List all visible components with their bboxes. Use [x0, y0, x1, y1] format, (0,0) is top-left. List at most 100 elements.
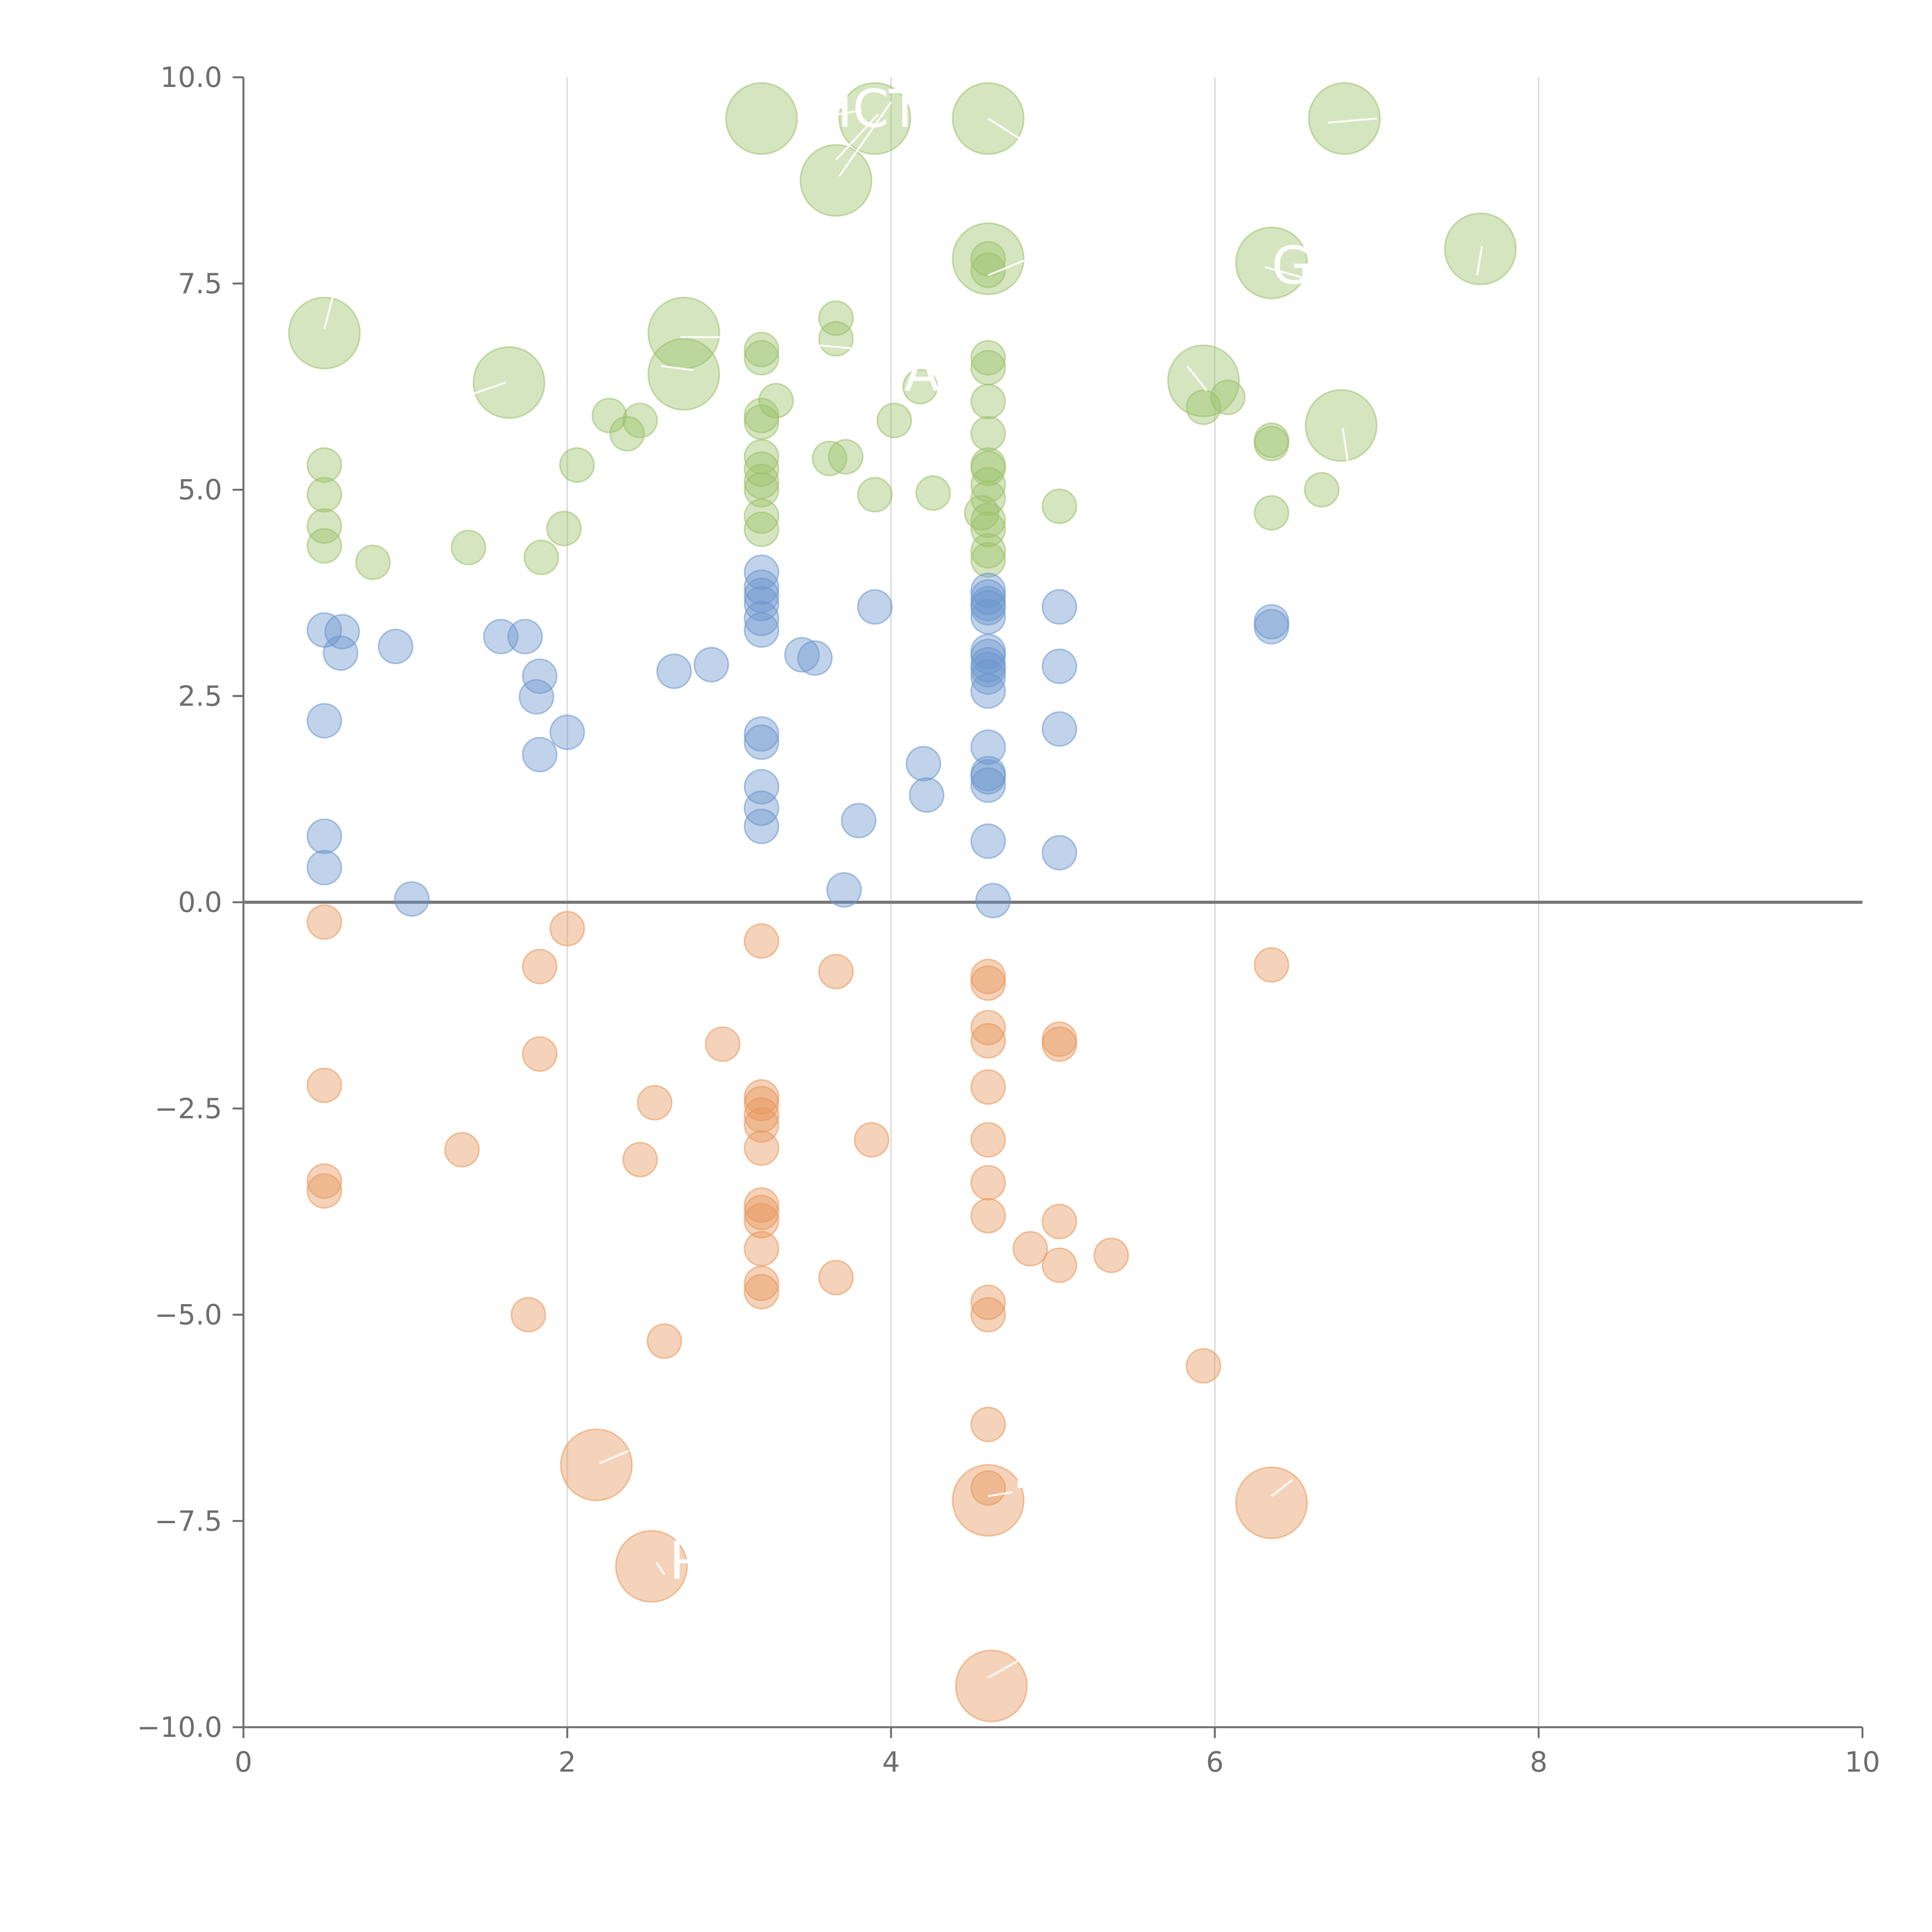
data-point-blue	[743, 716, 779, 752]
data-point-green	[743, 332, 779, 367]
data-point-green	[647, 338, 720, 411]
data-point-green	[1041, 488, 1077, 524]
data-point-green	[622, 403, 658, 439]
data-point-green	[743, 511, 779, 547]
data-point-orange	[1253, 947, 1289, 983]
leader-line	[655, 1561, 665, 1575]
x-axis-ticks: 0 2 4 6 8 10	[235, 1727, 1880, 1778]
data-point-blue	[656, 653, 692, 689]
data-point-green	[758, 383, 794, 418]
data-point-green	[743, 498, 779, 534]
data-point-orange	[743, 923, 779, 959]
data-point-green	[1235, 226, 1308, 299]
data-point-blue	[970, 673, 1006, 709]
point-label: HCT	[813, 78, 921, 139]
data-point-green	[970, 467, 1006, 503]
data-point-green	[970, 416, 1006, 452]
data-point-blue	[857, 589, 893, 625]
data-point-blue	[797, 640, 833, 676]
data-point-green	[1185, 389, 1221, 425]
data-point-green	[306, 508, 342, 544]
data-point-green	[306, 477, 342, 513]
data-point-green	[970, 533, 1006, 569]
point-label: P	[669, 1531, 701, 1591]
leader-line	[988, 258, 1029, 276]
data-point-green	[799, 144, 872, 217]
data-point-green	[1167, 344, 1240, 417]
data-point-blue	[693, 647, 729, 683]
data-point-blue	[743, 790, 779, 826]
x-tick-label: 0	[235, 1746, 252, 1778]
data-point-orange	[306, 1173, 342, 1209]
data-point-blue	[743, 724, 779, 760]
data-point-blue	[306, 850, 342, 886]
data-point-green	[970, 252, 1006, 288]
data-point-blue	[970, 729, 1006, 765]
data-point-blue	[743, 808, 779, 844]
data-point-blue	[784, 637, 820, 673]
data-point-orange	[1093, 1237, 1129, 1273]
data-point-green	[523, 539, 559, 575]
data-point-blue	[507, 619, 543, 655]
data-point-green	[1210, 379, 1246, 415]
data-point-orange	[637, 1085, 673, 1121]
data-point-green	[609, 416, 645, 452]
data-point-orange	[818, 1260, 854, 1296]
data-point-orange	[646, 1323, 682, 1359]
data-point-green	[1253, 495, 1289, 531]
point-label: R	[1012, 1440, 1049, 1500]
leader-line	[988, 117, 1021, 140]
y-tick-label: 2.5	[178, 680, 222, 712]
series-orange	[306, 904, 1308, 1723]
data-point-green	[473, 346, 546, 419]
data-point-orange	[522, 1036, 558, 1072]
data-point-blue	[522, 736, 558, 772]
data-point-orange	[743, 1265, 779, 1301]
data-point-blue	[1041, 589, 1077, 625]
data-point-orange	[549, 911, 585, 947]
data-point-orange	[952, 1464, 1025, 1537]
leader-line	[813, 109, 862, 120]
data-point-green	[1253, 425, 1289, 461]
y-tick-label: −5.0	[155, 1299, 222, 1331]
data-point-orange	[1041, 1026, 1077, 1062]
data-point-green	[970, 511, 1006, 547]
data-point-blue	[306, 818, 342, 854]
data-point-blue	[970, 651, 1006, 687]
data-point-orange	[743, 1274, 779, 1310]
data-point-orange	[970, 965, 1006, 1001]
data-point-green	[355, 544, 391, 580]
data-point-orange	[615, 1530, 688, 1603]
data-point-green	[1308, 82, 1381, 155]
y-tick-label: −2.5	[155, 1092, 222, 1125]
data-point-green	[743, 451, 779, 487]
data-point-orange	[306, 1067, 342, 1103]
data-point-orange	[970, 1284, 1006, 1320]
point-label: A	[904, 342, 940, 403]
data-point-blue	[905, 746, 941, 782]
data-point-green	[306, 528, 342, 564]
data-point-orange	[560, 1429, 633, 1502]
data-point-blue	[970, 823, 1006, 859]
data-point-blue	[970, 590, 1006, 626]
leader-line	[1476, 246, 1483, 276]
y-axis-ticks: 10.0 7.5 5.0 2.5 0.0 −2.5 −5.0 −7.5 −10.0	[137, 61, 243, 1743]
data-point-orange	[743, 1187, 779, 1223]
x-tick-label: 10	[1845, 1746, 1880, 1778]
data-point-orange	[970, 1165, 1006, 1201]
data-point-blue	[1041, 835, 1077, 871]
data-point-green	[828, 439, 864, 475]
data-point-orange	[970, 1406, 1006, 1442]
data-point-orange	[743, 1097, 779, 1133]
data-point-green	[902, 369, 938, 405]
data-point-blue	[519, 679, 554, 715]
data-point-blue	[323, 635, 359, 671]
leader-line	[835, 114, 879, 161]
data-point-blue	[1041, 648, 1077, 684]
data-point-orange	[1012, 1231, 1048, 1267]
leader-line	[988, 1491, 1013, 1497]
leader-line	[661, 365, 694, 371]
data-point-green	[970, 542, 1006, 578]
